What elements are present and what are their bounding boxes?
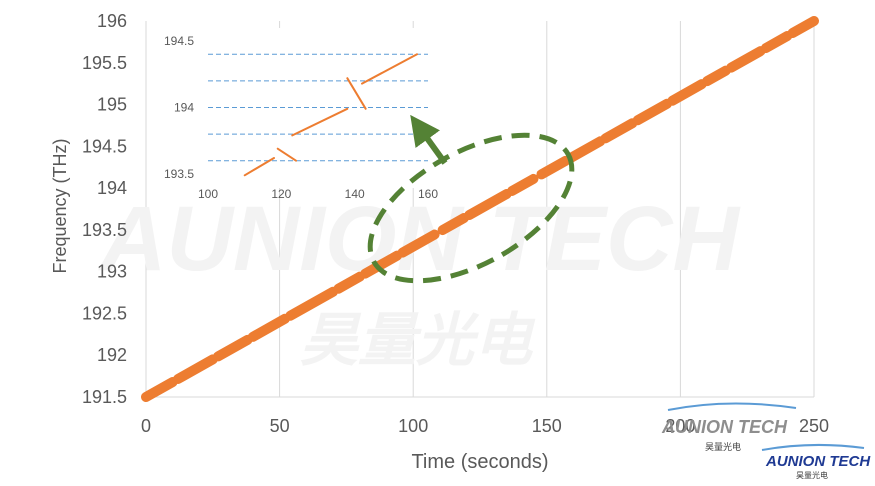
series-segment	[726, 46, 766, 73]
series-segment	[565, 136, 606, 163]
y-tick-label: 196	[97, 11, 127, 31]
inset-y-tick-label: 193.5	[164, 167, 194, 181]
x-axis-title: Time (seconds)	[411, 451, 548, 473]
y-axis-title: Frequency (THz)	[50, 138, 70, 273]
inset-x-tick-label: 120	[271, 187, 291, 201]
series-segment	[213, 334, 253, 362]
series-segment	[173, 354, 218, 384]
x-tick-label: 0	[141, 416, 151, 436]
inset-x-tick-label: 140	[345, 187, 365, 201]
y-tick-label: 193.5	[82, 220, 127, 240]
main-series	[141, 16, 819, 402]
callout-arrow	[410, 114, 448, 165]
logo-swoosh-2	[761, 443, 865, 451]
series-segment	[333, 271, 365, 294]
inset-series	[243, 53, 418, 177]
series-segment	[397, 229, 440, 258]
x-tick-label: 100	[398, 416, 428, 436]
inset-x-tick-label: 100	[198, 187, 218, 201]
x-tick-labels: 0 50 100 150 200 250	[141, 416, 829, 436]
y-tick-label: 192.5	[82, 303, 127, 323]
series-segment	[285, 286, 339, 321]
watermark: AUNION TECH 昊量光电	[98, 188, 741, 373]
series-segment	[760, 31, 793, 54]
y-tick-label: 193	[97, 262, 127, 282]
logo-cn-2: 昊量光电	[796, 470, 828, 480]
series-segment	[507, 173, 539, 196]
y-tick-label: 192	[97, 345, 127, 365]
logo-brand-2: AUNION TECH	[765, 453, 871, 470]
inset-series-segment	[276, 147, 297, 162]
inset-y-tick-labels: 193.5 194 194.5	[164, 34, 194, 181]
series-segment	[360, 250, 403, 279]
x-tick-label: 150	[532, 416, 562, 436]
inset-y-tick-label: 194	[174, 101, 194, 115]
series-segment	[141, 376, 178, 402]
y-tick-label: 195	[97, 95, 127, 115]
series-segment	[464, 188, 512, 221]
series-segment	[787, 16, 819, 39]
series-segment	[600, 118, 638, 144]
y-tick-label: 195.5	[82, 53, 127, 73]
inset-series-segment	[291, 107, 349, 137]
x-tick-label: 50	[270, 416, 290, 436]
x-tick-label: 250	[799, 416, 829, 436]
series-segment	[632, 98, 673, 126]
logo-cn: 昊量光电	[705, 441, 741, 453]
y-tick-labels: 191.5 192 192.5 193 193.5 194 194.5 195 195.5 196	[82, 11, 127, 407]
inset-x-tick-label: 160	[418, 187, 438, 201]
logo-swoosh	[667, 402, 797, 411]
y-tick-label: 194	[97, 178, 127, 198]
series-segment	[536, 155, 571, 180]
x-tick-label: 200	[665, 416, 695, 436]
logo-brand: AUNION TECH	[661, 417, 788, 437]
inset-y-tick-label: 194.5	[164, 34, 194, 48]
series-segment	[247, 313, 290, 342]
y-tick-label: 194.5	[82, 136, 127, 156]
inset-chart: 193.5 194 194.5 100 120 140 160	[148, 28, 443, 201]
series-segment	[437, 213, 469, 236]
y-tick-label: 191.5	[82, 387, 127, 407]
inset-series-segment	[361, 53, 418, 85]
logos: AUNION TECH 昊量光电 AUNION TECH 昊量光电	[661, 402, 871, 480]
inset-series-segment	[346, 77, 367, 110]
series-segment	[702, 65, 731, 87]
inset-x-tick-labels: 100 120 140 160	[198, 187, 438, 201]
inset-reference-lines	[208, 53, 428, 162]
watermark-cn: 昊量光电	[300, 308, 536, 373]
series-segment	[667, 79, 707, 106]
inset-series-segment	[243, 157, 275, 177]
